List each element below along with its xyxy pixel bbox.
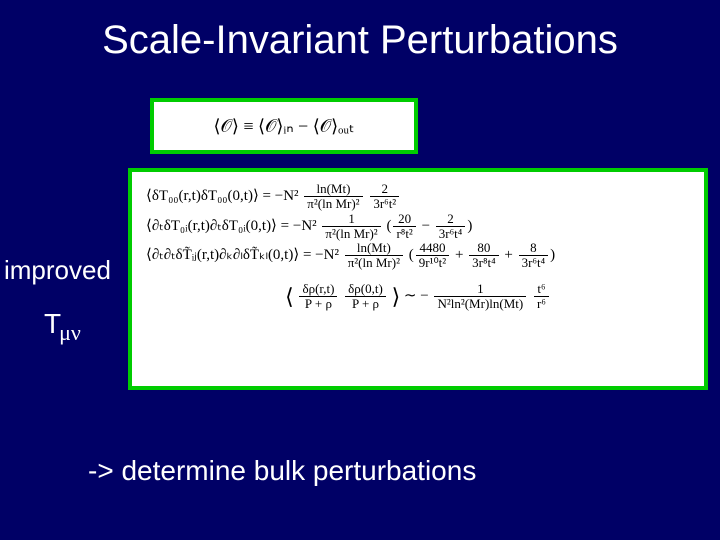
equation-box-definition: ⟨𝒪⟩ ≡ ⟨𝒪⟩ᵢₙ − ⟨𝒪⟩ₒᵤₜ bbox=[150, 98, 418, 154]
slide-title: Scale-Invariant Perturbations bbox=[0, 18, 720, 63]
tensor-subscript: μν bbox=[59, 320, 81, 345]
equation-line-4: ⟨ δρ(r,t)P + ρ δρ(0,t)P + ρ ⟩ ∼ − 1N²ln²… bbox=[146, 279, 690, 314]
equation-definition: ⟨𝒪⟩ ≡ ⟨𝒪⟩ᵢₙ − ⟨𝒪⟩ₒᵤₜ bbox=[214, 116, 355, 137]
label-improved: improved bbox=[4, 255, 111, 286]
equation-line-3: ⟨∂ₜ∂ₜδT̃ᵢⱼ(r,t)∂ₖ∂ₗδT̃ₖₗ(0,t)⟩ = −N² ln(… bbox=[146, 241, 690, 271]
slide: Scale-Invariant Perturbations ⟨𝒪⟩ ≡ ⟨𝒪⟩ᵢ… bbox=[0, 0, 720, 540]
equation-line-2: ⟨∂ₜδT₀ᵢ(r,t)∂ₜδT₀ᵢ(0,t)⟩ = −N² 1π²(ln Mr… bbox=[146, 212, 690, 242]
conclusion-text: -> determine bulk perturbations bbox=[88, 455, 476, 487]
equation-line-1: ⟨δT₀₀(r,t)δT₀₀(0,t)⟩ = −N² ln(Mt)π²(ln M… bbox=[146, 182, 690, 212]
label-tensor: Tμν bbox=[44, 308, 81, 346]
equation-box-correlators: ⟨δT₀₀(r,t)δT₀₀(0,t)⟩ = −N² ln(Mt)π²(ln M… bbox=[128, 168, 708, 390]
